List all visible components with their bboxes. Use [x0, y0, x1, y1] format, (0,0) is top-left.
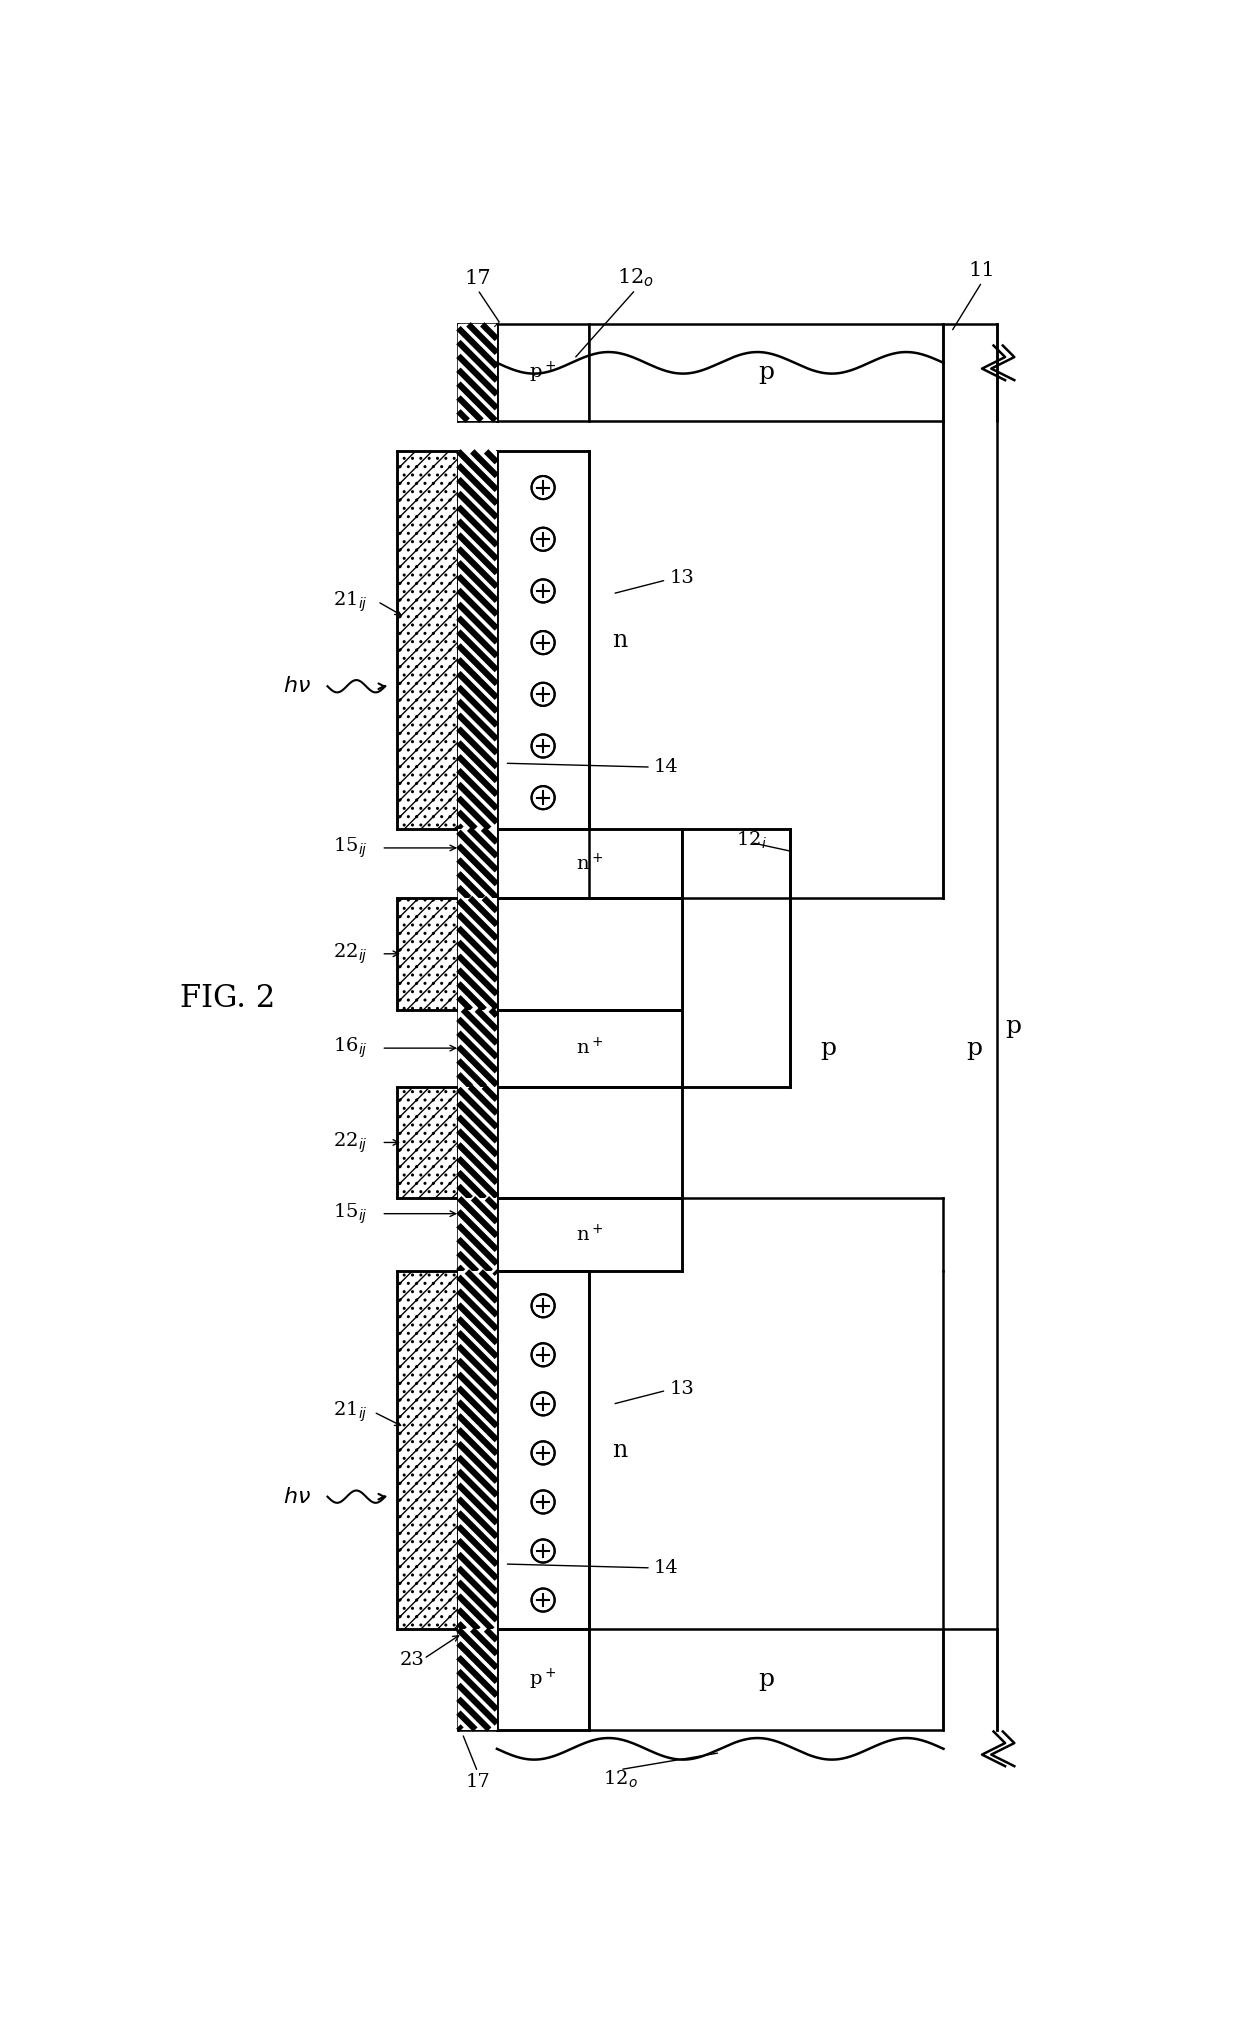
Bar	[397, 1272, 459, 1629]
Bar	[397, 899, 459, 1010]
Bar	[682, 828, 790, 1088]
Circle shape	[532, 1441, 554, 1465]
Bar	[397, 1088, 459, 1199]
Circle shape	[532, 1540, 554, 1562]
Circle shape	[532, 631, 554, 653]
Circle shape	[532, 682, 554, 706]
Bar	[397, 450, 459, 828]
Bar	[497, 450, 589, 828]
Text: 13: 13	[670, 1380, 694, 1398]
Circle shape	[532, 477, 554, 499]
Bar	[497, 325, 589, 420]
Circle shape	[532, 1343, 554, 1366]
Text: 22$_{ij}$: 22$_{ij}$	[334, 1130, 368, 1155]
Text: n$^+$: n$^+$	[575, 1223, 603, 1246]
Circle shape	[532, 734, 554, 757]
Text: p: p	[759, 361, 775, 383]
Text: 16$_{ij}$: 16$_{ij}$	[334, 1037, 368, 1061]
Text: p$^+$: p$^+$	[529, 1668, 557, 1692]
Circle shape	[532, 1295, 554, 1317]
Bar	[459, 1199, 497, 1272]
Bar	[497, 1088, 682, 1199]
Bar	[459, 450, 497, 828]
Circle shape	[532, 1392, 554, 1416]
Text: h$\nu$: h$\nu$	[283, 1487, 311, 1508]
Text: n: n	[613, 1439, 627, 1463]
Bar	[497, 1272, 589, 1629]
Text: 12$_o$: 12$_o$	[603, 1769, 637, 1790]
Text: 21$_{ij}$: 21$_{ij}$	[334, 588, 368, 615]
Bar	[459, 1629, 497, 1729]
Text: n$^+$: n$^+$	[575, 852, 603, 874]
Bar	[459, 325, 497, 420]
Bar	[459, 1272, 497, 1629]
Text: 14: 14	[653, 1558, 678, 1577]
Bar	[589, 450, 944, 828]
Text: 14: 14	[653, 759, 678, 775]
Bar	[459, 828, 497, 899]
Bar	[589, 325, 944, 420]
Text: 12$_i$: 12$_i$	[735, 830, 766, 850]
Text: FIG. 2: FIG. 2	[180, 982, 275, 1014]
Bar	[497, 1629, 589, 1729]
Text: 23: 23	[399, 1652, 424, 1670]
Text: p: p	[820, 1037, 836, 1059]
Text: p: p	[1004, 1014, 1021, 1039]
Bar	[459, 1088, 497, 1199]
Text: 17: 17	[465, 1773, 490, 1792]
Text: 12$_o$: 12$_o$	[618, 268, 653, 290]
Bar	[459, 1010, 497, 1088]
Bar	[459, 899, 497, 1010]
Bar	[497, 828, 682, 899]
Text: 21$_{ij}$: 21$_{ij}$	[334, 1400, 368, 1424]
Text: 15$_{ij}$: 15$_{ij}$	[334, 1201, 368, 1226]
Text: 22$_{ij}$: 22$_{ij}$	[334, 941, 368, 966]
Text: p: p	[759, 1668, 775, 1690]
Circle shape	[532, 528, 554, 550]
Text: p: p	[966, 1037, 982, 1059]
Text: 13: 13	[670, 570, 694, 588]
Text: p$^+$: p$^+$	[529, 359, 557, 386]
Text: n$^+$: n$^+$	[575, 1037, 603, 1059]
Text: n: n	[613, 629, 627, 651]
Circle shape	[532, 580, 554, 603]
Bar	[497, 899, 682, 1010]
Circle shape	[532, 1589, 554, 1611]
Bar	[589, 1629, 944, 1729]
Text: 15$_{ij}$: 15$_{ij}$	[334, 836, 368, 860]
Bar	[497, 1010, 682, 1088]
Circle shape	[532, 785, 554, 810]
Text: 17: 17	[464, 268, 491, 288]
Bar	[497, 1199, 682, 1272]
Circle shape	[532, 1491, 554, 1514]
Text: 11: 11	[968, 262, 996, 280]
Text: h$\nu$: h$\nu$	[283, 676, 311, 696]
